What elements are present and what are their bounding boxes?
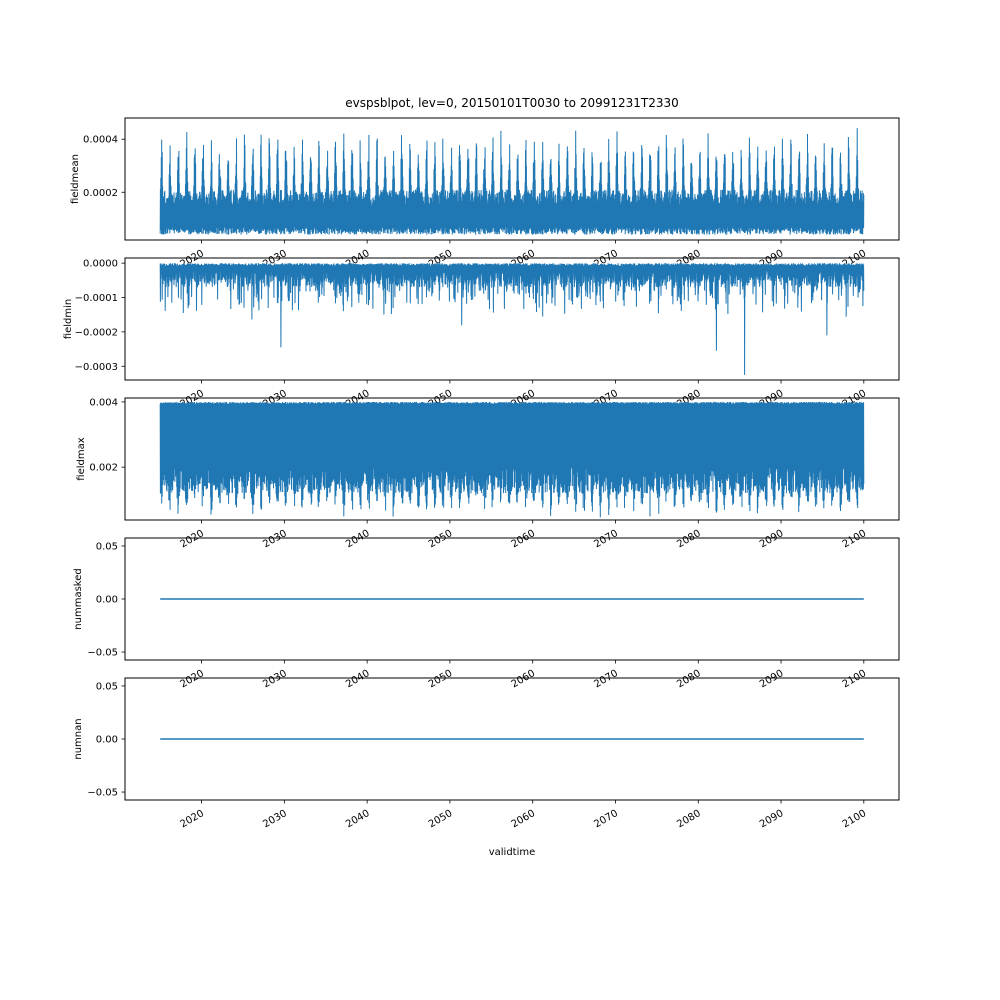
y-axis-label-fieldmean: fieldmean [70, 154, 81, 204]
x-tick-label: 2030 [261, 528, 289, 550]
x-tick-label: 2030 [261, 668, 289, 690]
x-tick-label: 2040 [344, 808, 372, 830]
x-axis-label: validtime [489, 847, 536, 858]
subplots-group: 0.0002 0.0004 2020 2030 2040 2050 2060 2070 2080… [75, 117, 900, 830]
y-tick-label: 0.0002 [83, 188, 118, 199]
y-tick-label: 0.00 [96, 595, 118, 606]
x-tick-label: 2050 [427, 808, 455, 830]
y-tick-label: 0.004 [89, 397, 118, 408]
subplot-nummasked: −0.05 0.00 0.05 2020 2030 2040 2050 2060 2070 208… [87, 537, 900, 690]
y-axis-label-numnan: numnan [73, 718, 84, 759]
x-tick-label: 2090 [758, 808, 786, 830]
series-fieldmean [159, 128, 865, 235]
x-tick-label: 2100 [841, 528, 869, 550]
y-tick-label: −0.05 [87, 788, 118, 799]
y-tick-label: 0.00 [96, 735, 118, 746]
y-tick-label: 0.0004 [83, 135, 118, 146]
x-tick-label: 2020 [179, 808, 207, 830]
series-fieldmin [159, 263, 865, 375]
x-tick-label: 2100 [841, 668, 869, 690]
y-axis-label-fieldmax: fieldmax [76, 437, 87, 480]
x-tick-label: 2050 [427, 668, 455, 690]
y-tick-label: −0.0002 [75, 327, 118, 338]
x-tick-label: 2020 [179, 668, 207, 690]
x-tick-label: 2070 [592, 668, 620, 690]
x-tick-label: 2070 [592, 808, 620, 830]
x-tick-label: 2070 [592, 528, 620, 550]
y-tick-label: −0.05 [87, 648, 118, 659]
x-tick-label: 2090 [758, 668, 786, 690]
axes-frame [124, 397, 900, 521]
y-tick-label: 0.0000 [83, 259, 118, 270]
x-tick-label: 2080 [675, 808, 703, 830]
y-tick-label: 0.05 [96, 541, 118, 552]
x-tick-label: 2040 [344, 668, 372, 690]
x-tick-label: 2030 [261, 808, 289, 830]
y-tick-label: 0.05 [96, 681, 118, 692]
x-tick-label: 2020 [179, 528, 207, 550]
x-tick-label: 2060 [510, 668, 538, 690]
y-tick-label: 0.002 [89, 463, 118, 474]
x-tick-label: 2060 [510, 528, 538, 550]
y-tick-label: −0.0001 [75, 293, 118, 304]
axes-frame [124, 257, 900, 381]
y-axis-label-fieldmin: fieldmin [63, 299, 74, 339]
y-axis-label-nummasked: nummasked [73, 568, 84, 629]
x-tick-label: 2090 [758, 528, 786, 550]
x-tick-label: 2080 [675, 668, 703, 690]
x-tick-label: 2060 [510, 808, 538, 830]
subplot-numnan: −0.05 0.00 0.05 2020 2030 2040 2050 2060 2070 208… [87, 677, 900, 830]
x-tick-label: 2040 [344, 528, 372, 550]
x-tick-label: 2080 [675, 528, 703, 550]
x-tick-label: 2100 [841, 808, 869, 830]
series-fieldmax [159, 401, 865, 518]
axes-frame [124, 117, 900, 241]
y-tick-label: −0.0003 [75, 362, 118, 373]
subplot-fieldmax: 0.002 0.004 2020 2030 2040 2050 2060 2070 2080 20… [89, 397, 900, 550]
figure-title: evspsblpot, lev=0, 20150101T0030 to 2099… [345, 96, 679, 110]
x-tick-label: 2050 [427, 528, 455, 550]
